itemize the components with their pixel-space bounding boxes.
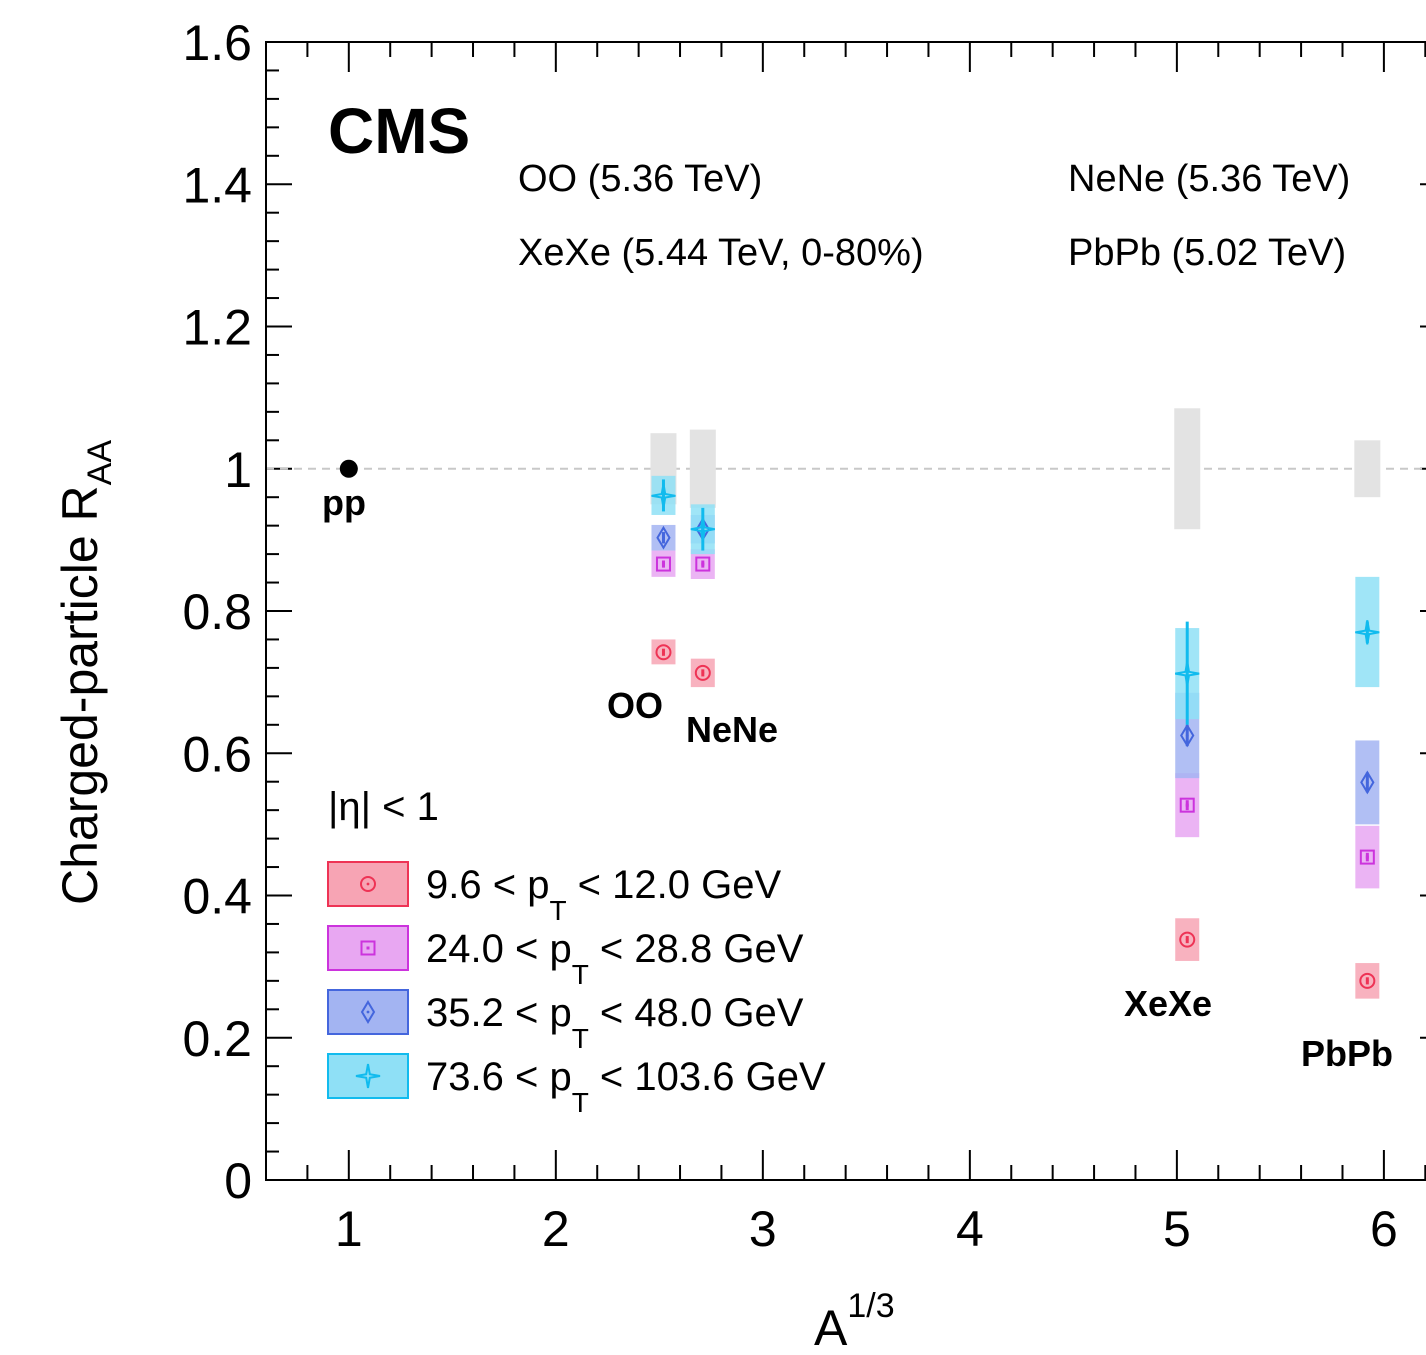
y-axis-title-main: Charged-particle R: [52, 485, 108, 905]
legend-entry-label: 24.0 < pT < 28.8 GeV: [426, 927, 804, 990]
y-tick-label: 0: [224, 1153, 252, 1209]
square-marker: [655, 556, 671, 572]
marker-center-dot: [366, 946, 370, 950]
legend-entry-subscript: T: [549, 895, 566, 926]
star-marker: [651, 483, 676, 508]
marker-center-dot: [701, 562, 705, 566]
plot-frame: [265, 41, 1426, 1181]
x-axis-title-main: A: [814, 1300, 848, 1355]
y-tick-label: 0.4: [182, 869, 252, 925]
y-tick-label: 0.6: [182, 726, 252, 782]
marker-center-dot: [1185, 734, 1189, 737]
diamond-marker: [360, 1000, 376, 1024]
y-tick-label: 1.6: [182, 15, 252, 71]
diamond-marker: [1360, 770, 1375, 795]
square-marker: [360, 940, 376, 956]
legend-entry-rhs: < 48.0 GeV: [589, 991, 804, 1035]
marker-center-dot: [701, 671, 705, 675]
marker-center-dot: [366, 1010, 370, 1014]
legend-swatch: [327, 1053, 409, 1099]
y-tick-label: 0.8: [182, 584, 252, 640]
square-marker: [695, 556, 711, 572]
system-text-nene: NeNe (5.36 TeV): [1068, 158, 1350, 200]
circle-marker: [694, 664, 711, 681]
marker-center-dot: [366, 882, 370, 886]
legend-entry-rhs: < 28.8 GeV: [589, 927, 804, 971]
legend-entry-lhs: 35.2 < p: [426, 991, 572, 1035]
y-axis-title-sub: AA: [81, 440, 119, 486]
y-axis-title: Charged-particle RAA: [52, 440, 119, 905]
axis-ticks: 0 0.2 0.4 0.6 0.8 1 1.2 1.4 1.6 1 2 3 4 5 6: [182, 15, 1426, 1257]
x-tick-label: 3: [749, 1201, 777, 1257]
legend-entry-label: 73.6 < pT < 103.6 GeV: [426, 1055, 826, 1118]
legend-swatch: [327, 989, 409, 1035]
legend-entry-label: 35.2 < pT < 48.0 GeV: [426, 991, 804, 1054]
legend-entry-label: 9.6 < pT < 12.0 GeV: [426, 863, 781, 926]
marker-center-dot: [1365, 979, 1369, 983]
x-axis-title: A1/3: [814, 1287, 895, 1355]
system-text-oo: OO (5.36 TeV): [518, 158, 762, 200]
star-marker: [1175, 661, 1200, 686]
system-label-nene: NeNe: [686, 709, 778, 750]
y-tick-label: 1.2: [182, 300, 252, 356]
star-marker: [1355, 620, 1380, 645]
pp-marker: [339, 459, 358, 478]
system-text-xexe: XeXe (5.44 TeV, 0-80%): [518, 232, 924, 274]
y-tick-label: 1.4: [182, 157, 252, 213]
star-marker: [355, 1063, 381, 1089]
system-text-pbpb: PbPb (5.02 TeV): [1068, 232, 1346, 274]
y-tick-label: 0.2: [182, 1011, 252, 1067]
legend-entry-lhs: 24.0 < p: [426, 927, 572, 971]
legend-entry-rhs: < 12.0 GeV: [567, 863, 782, 907]
legend-entry-subscript: T: [572, 959, 589, 990]
marker-center-dot: [1365, 855, 1369, 859]
normalization-box: [689, 429, 716, 508]
legend-entry-lhs: 73.6 < p: [426, 1055, 572, 1099]
system-label-xexe: XeXe: [1124, 983, 1212, 1024]
marker-center-dot: [1185, 938, 1189, 941]
y-tick-label: 1: [224, 442, 252, 498]
system-label-oo: OO: [607, 685, 663, 726]
x-tick-label: 2: [542, 1201, 570, 1257]
normalization-box: [1174, 408, 1201, 530]
circle-marker: [1359, 972, 1376, 989]
experiment-label: CMS: [328, 95, 470, 167]
x-tick-label: 5: [1163, 1201, 1191, 1257]
marker-center-dot: [1365, 781, 1369, 784]
diamond-marker: [656, 525, 671, 550]
x-axis-title-sup: 1/3: [847, 1287, 894, 1325]
square-marker: [1359, 849, 1375, 865]
normalization-box: [1354, 440, 1381, 498]
system-label-pbpb: PbPb: [1301, 1033, 1393, 1074]
legend-header: |η| < 1: [328, 785, 439, 829]
star-marker: [690, 517, 715, 542]
marker-center-dot: [661, 562, 665, 566]
marker-center-dot: [1185, 803, 1189, 807]
legend-entry-subscript: T: [572, 1023, 589, 1054]
data-marks: [339, 408, 1381, 999]
x-tick-label: 1: [335, 1201, 363, 1257]
x-tick-label: 6: [1370, 1201, 1398, 1257]
marker-center-dot: [662, 536, 665, 540]
square-marker: [1179, 797, 1195, 813]
marker-center-dot: [662, 650, 665, 654]
legend-entry-lhs: 9.6 < p: [426, 863, 549, 907]
legend-entry-subscript: T: [572, 1087, 589, 1118]
pp-label: pp: [322, 482, 366, 523]
circle-marker: [360, 876, 376, 892]
circle-marker: [655, 644, 672, 661]
diamond-marker: [1180, 723, 1195, 748]
x-tick-label: 4: [956, 1201, 984, 1257]
legend-entry-rhs: < 103.6 GeV: [589, 1055, 826, 1099]
circle-marker: [1179, 931, 1196, 948]
